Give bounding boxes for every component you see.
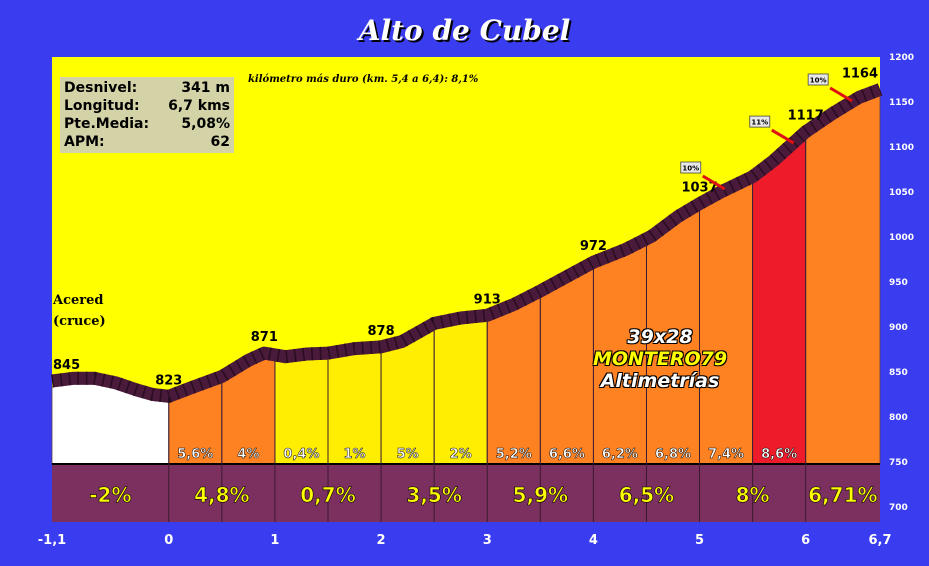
segment-grade: 5,6% bbox=[177, 447, 213, 462]
km-grade: 4,8% bbox=[194, 483, 249, 507]
ramp-badge bbox=[680, 161, 702, 174]
y-tick-label: 1000 bbox=[889, 233, 914, 243]
elevation-label: 878 bbox=[368, 324, 395, 339]
km-grade: -2% bbox=[89, 483, 131, 507]
y-tick-label: 850 bbox=[889, 368, 908, 378]
elevation-label: 1117 bbox=[788, 109, 824, 124]
segment-grade: 8,6% bbox=[761, 447, 797, 462]
x-tick-label: 3 bbox=[483, 533, 492, 548]
elevation-label: 1037 bbox=[681, 181, 717, 196]
ramp-label: 10% bbox=[810, 76, 827, 84]
x-tick-label: 5 bbox=[695, 533, 704, 548]
km-grade: 3,5% bbox=[406, 483, 461, 507]
ramp-pointer bbox=[829, 86, 853, 103]
stat-value: 5,08% bbox=[181, 116, 230, 132]
ramp-badge bbox=[807, 73, 829, 86]
watermark-line: 39x28 bbox=[627, 326, 693, 348]
segment-fill-13 bbox=[805, 94, 881, 465]
segment-grade: 0,4% bbox=[283, 447, 319, 462]
elevation-label: 845 bbox=[53, 358, 80, 373]
max-ramp-markers: 10% 11% 10% bbox=[680, 73, 853, 191]
elevation-label: 972 bbox=[580, 239, 607, 254]
stat-label: Longitud: bbox=[64, 98, 140, 114]
segment-grade: 5% bbox=[397, 447, 419, 462]
segment-grade: 6,6% bbox=[549, 447, 585, 462]
stat-value: 6,7 kms bbox=[168, 98, 230, 114]
elevation-label: 1164 bbox=[842, 66, 878, 81]
segment-fill-6 bbox=[433, 320, 488, 465]
x-tick-label: 6 bbox=[801, 533, 810, 548]
stat-label: Desnivel: bbox=[64, 80, 138, 96]
profile-fill bbox=[51, 94, 881, 465]
y-tick-label: 800 bbox=[889, 413, 908, 423]
stat-value: 341 m bbox=[181, 80, 230, 96]
y-tick-label: 700 bbox=[889, 503, 908, 513]
ramp-label: 11% bbox=[751, 119, 768, 127]
x-tick-label: 6,7 bbox=[868, 533, 891, 548]
y-tick-label: 750 bbox=[889, 458, 908, 468]
y-tick-label: 1050 bbox=[889, 188, 914, 198]
start-label: Acered (cruce) bbox=[53, 290, 106, 332]
elevation-label: 913 bbox=[474, 292, 501, 307]
x-tick-label: 4 bbox=[589, 533, 598, 548]
segment-grade: 6,8% bbox=[655, 447, 691, 462]
km-grade: 6,71% bbox=[808, 483, 877, 507]
km-grade: 8% bbox=[736, 483, 770, 507]
stat-row-desnivel: Desnivel: 341 m bbox=[64, 79, 230, 97]
segment-grade: 1% bbox=[343, 447, 365, 462]
elevation-labels: 845 823 871 878 913 972 1037 1117 1164 bbox=[53, 66, 878, 388]
stats-panel: Desnivel: 341 m Longitud: 6,7 kms Pte.Medi… bbox=[60, 77, 234, 153]
hardest-km-note: kilómetro más duro (km. 5,4 a 6,4): 8,1% bbox=[248, 74, 479, 85]
ramp-label: 10% bbox=[682, 165, 699, 173]
road-texture bbox=[51, 83, 883, 403]
km-divider-lines bbox=[168, 137, 807, 522]
watermark: 39x28 MONTERO79 Altimetrías bbox=[570, 326, 750, 392]
segment-grade: 6,2% bbox=[602, 447, 638, 462]
km-grade: 5,9% bbox=[513, 483, 568, 507]
y-tick-label: 1200 bbox=[889, 53, 914, 63]
elevation-label: 871 bbox=[251, 330, 278, 345]
chart-title: Alto de Cubel bbox=[358, 14, 571, 47]
x-tick-label: -1,1 bbox=[38, 533, 66, 548]
watermark-line: MONTERO79 bbox=[592, 348, 728, 370]
segment-fill-11 bbox=[699, 182, 753, 465]
y-axis-ticks: 1200 1150 1100 1050 1000 950 900 850 800 750 700 bbox=[889, 53, 914, 513]
stat-label: Pte.Media: bbox=[64, 116, 150, 132]
stat-row-apm: APM: 62 bbox=[64, 133, 230, 151]
segment-grade: 7,4% bbox=[708, 447, 744, 462]
segment-grade: 4% bbox=[237, 447, 259, 462]
stat-label: APM: bbox=[64, 134, 105, 150]
ramp-badge bbox=[749, 115, 771, 128]
x-axis-ticks: -1,1 0 1 2 3 4 5 6 6,7 bbox=[38, 533, 892, 548]
km-grade: 6,5% bbox=[619, 483, 674, 507]
stat-row-longitud: Longitud: 6,7 kms bbox=[64, 97, 230, 115]
base-band bbox=[52, 464, 880, 522]
segment-grade: 5,2% bbox=[496, 447, 532, 462]
km-grade-labels: -2% 4,8% 0,7% 3,5% 5,9% 6,5% 8% 6,71% bbox=[89, 483, 878, 508]
stat-value: 62 bbox=[210, 134, 230, 150]
road-band bbox=[51, 83, 883, 403]
ramp-pointer bbox=[702, 174, 726, 191]
y-tick-label: 1100 bbox=[889, 143, 914, 153]
y-tick-label: 1150 bbox=[889, 98, 914, 108]
y-tick-label: 900 bbox=[889, 323, 908, 333]
segment-fill-12 bbox=[752, 136, 807, 465]
x-tick-label: 0 bbox=[164, 533, 173, 548]
start-label-line: Acered bbox=[53, 293, 104, 308]
stat-row-pendiente: Pte.Media: 5,08% bbox=[64, 115, 230, 133]
ramp-pointer bbox=[771, 128, 795, 145]
y-tick-label: 950 bbox=[889, 278, 908, 288]
segment-grade-labels: 5,6% 4% 0,4% 1% 5% 2% 5,2% 6,6% 6,2% 6,8% 7,4% 8,6% bbox=[177, 447, 797, 463]
km-grade: 0,7% bbox=[300, 483, 355, 507]
start-label-line: (cruce) bbox=[53, 314, 106, 329]
elevation-label: 823 bbox=[155, 373, 182, 388]
segment-fill-7 bbox=[486, 296, 541, 465]
x-tick-label: 2 bbox=[377, 533, 386, 548]
x-tick-label: 1 bbox=[270, 533, 279, 548]
watermark-line: Altimetrías bbox=[600, 370, 720, 392]
segment-grade: 2% bbox=[450, 447, 472, 462]
